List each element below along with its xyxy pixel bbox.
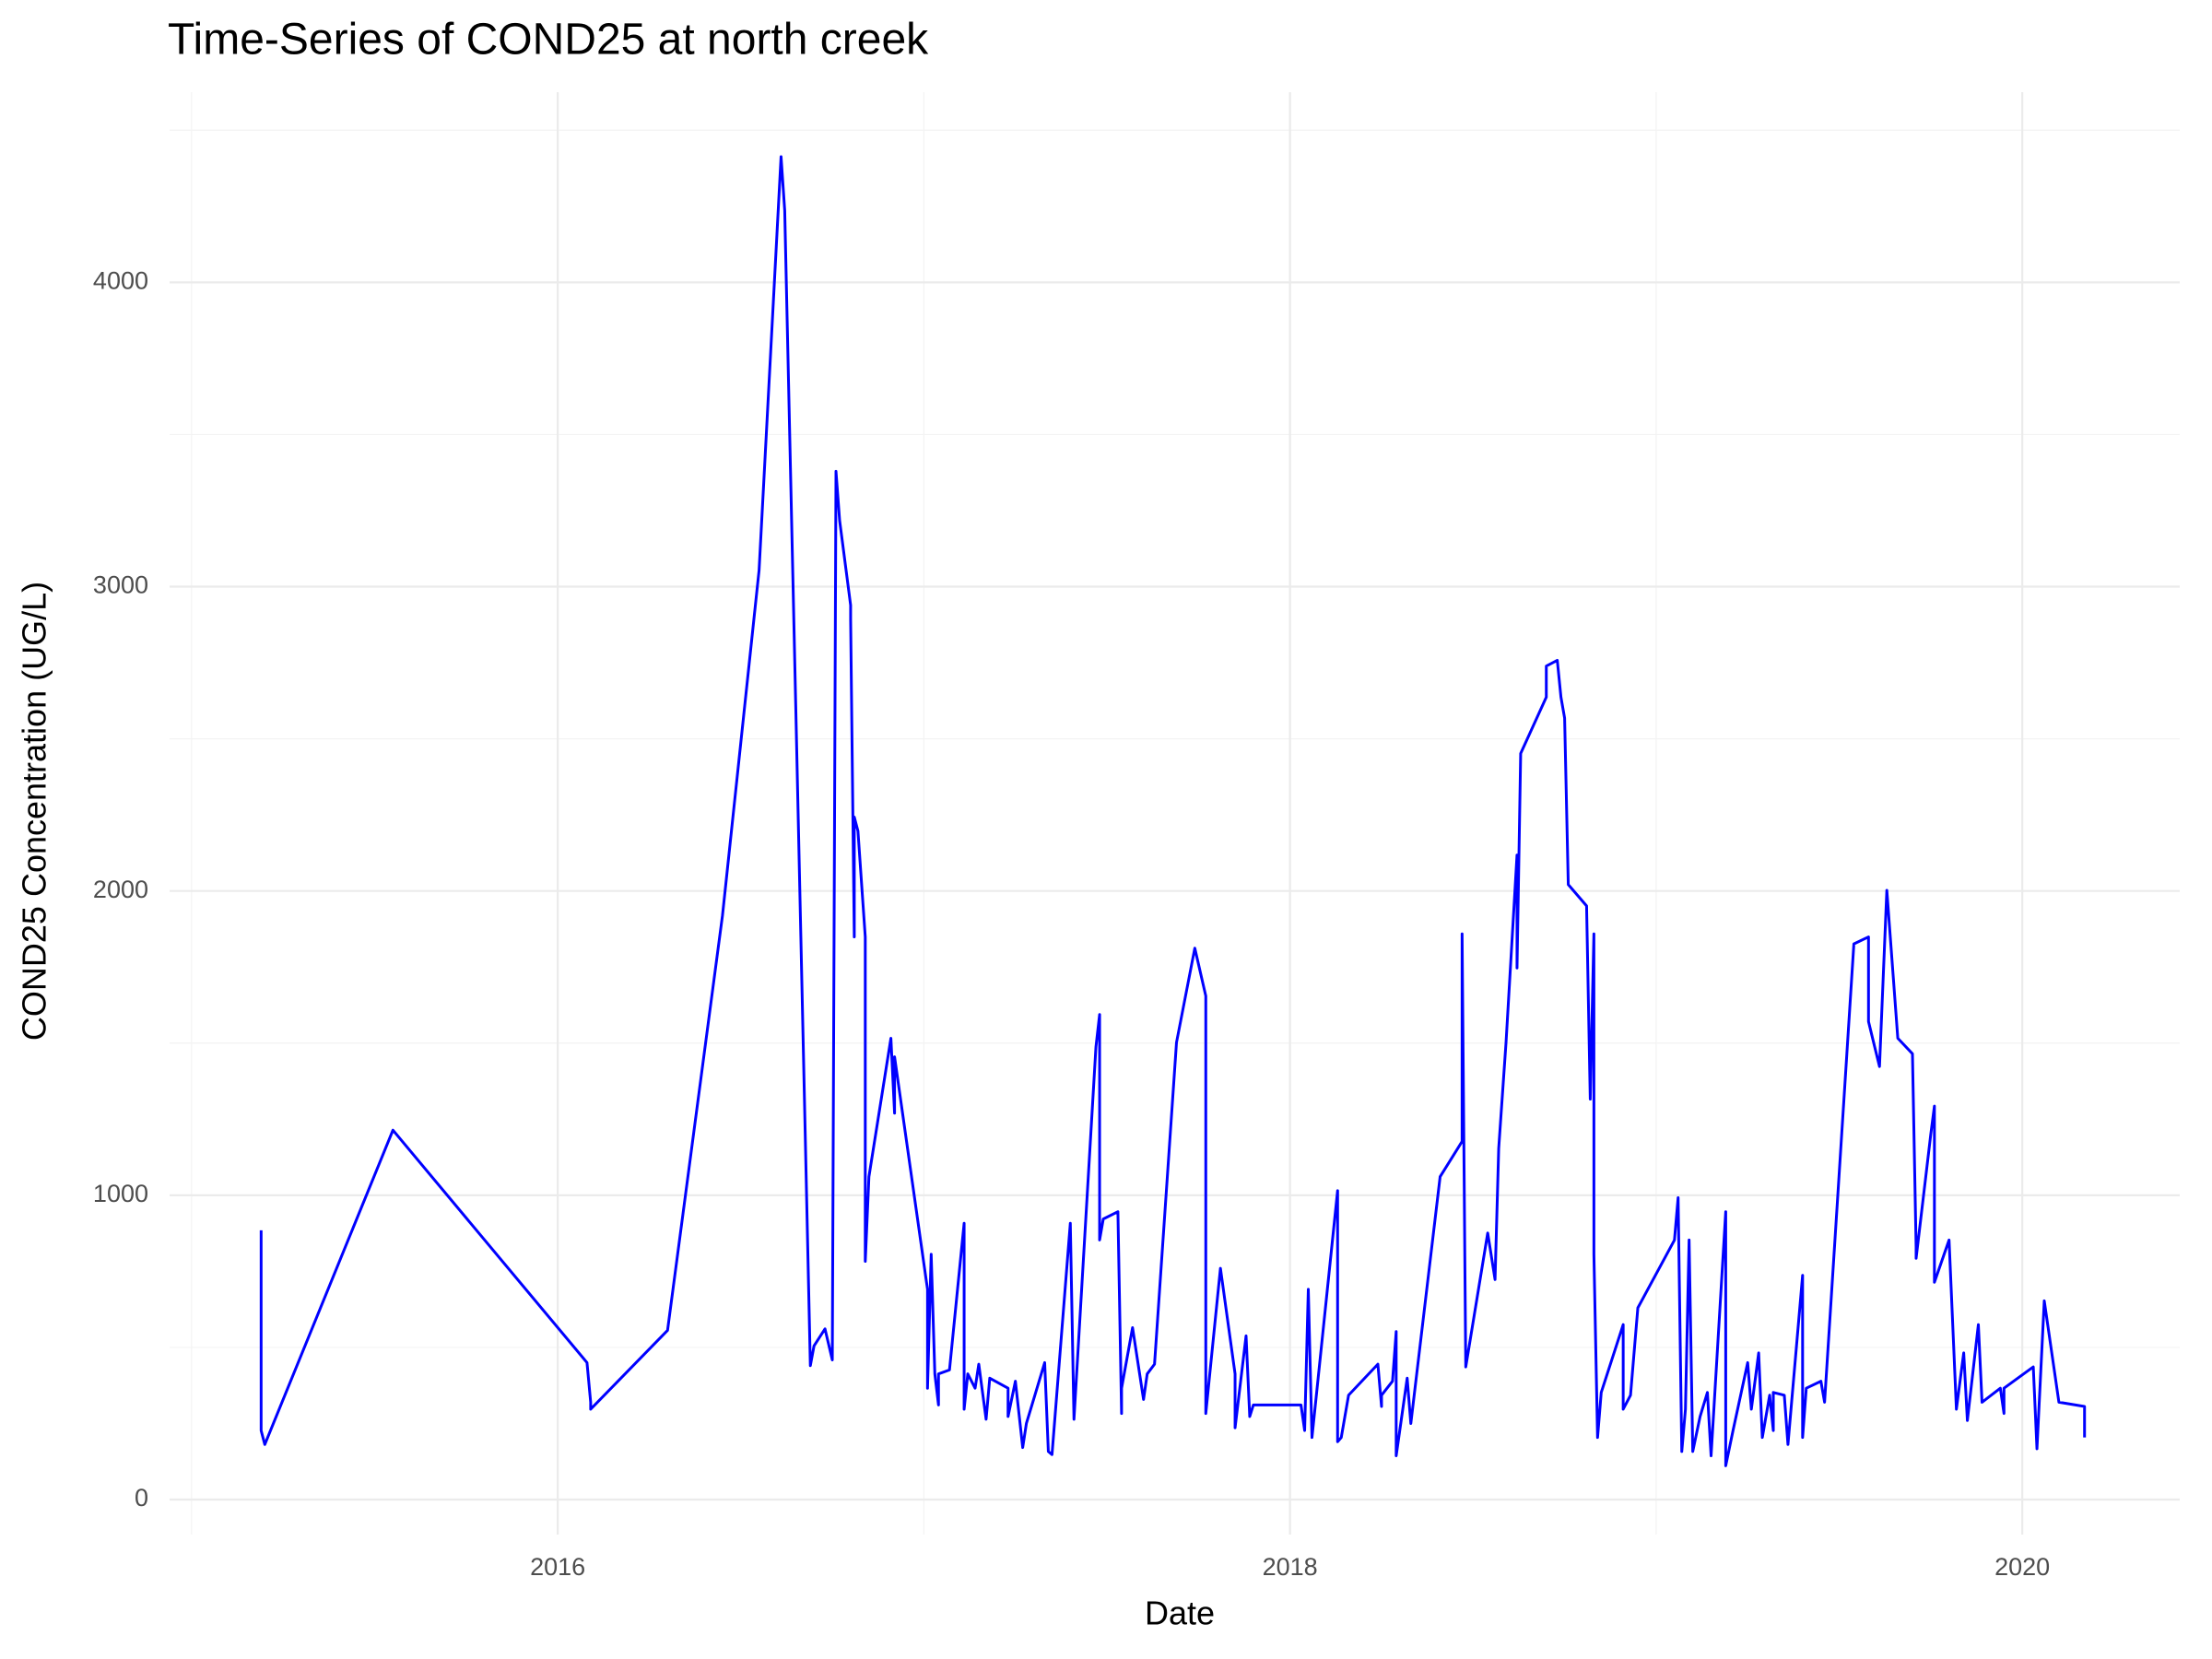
data-line [259,155,2087,1467]
chart-title: Time-Series of COND25 at north creek [168,16,929,65]
x-axis-title: Date [1145,1594,1215,1632]
y-tick-label: 1000 [93,1180,148,1207]
x-tick-label: 2020 [1994,1553,2050,1581]
x-tick-label: 2018 [1263,1553,1318,1581]
y-tick-label: 2000 [93,876,148,903]
y-tick-label: 0 [135,1484,148,1512]
y-tick-label: 3000 [93,571,148,599]
x-tick-label: 2016 [530,1553,585,1581]
y-axis-title: COND25 Concentration (UG/L) [16,582,53,1041]
y-tick-label: 4000 [93,266,148,294]
